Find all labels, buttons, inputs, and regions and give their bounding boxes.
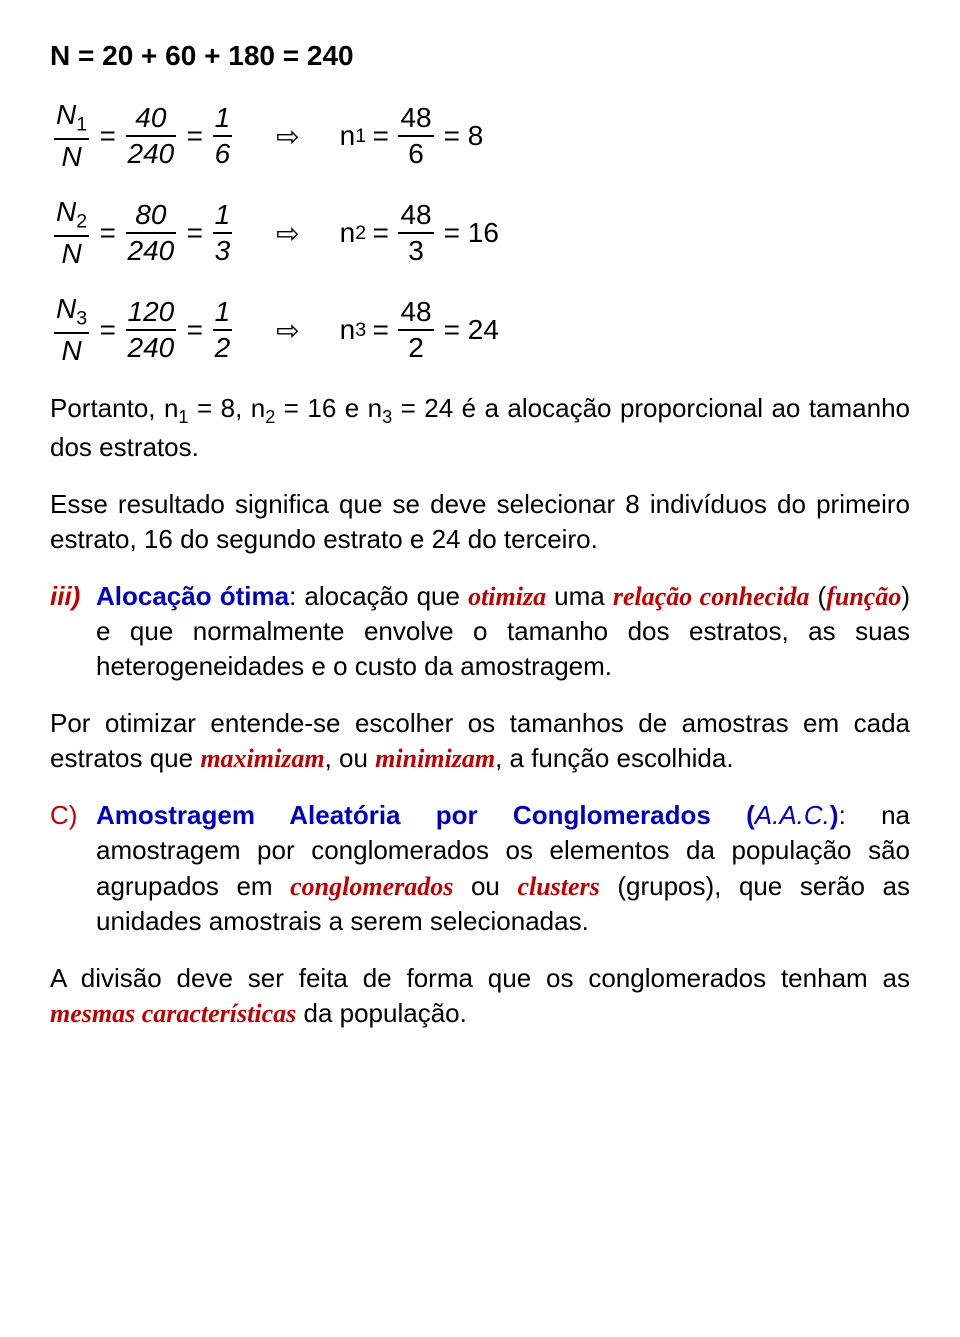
p1-sub1: 1 <box>178 407 188 427</box>
p5-t1: Amostragem Aleatória por Conglomerados ( <box>96 800 755 830</box>
p3-t2: : alocação que <box>289 581 468 611</box>
eq2-right: n2 = 48 3 = 16 <box>340 200 499 268</box>
p1-t4: = 24 é a alocação proporcional ao tamanh… <box>50 393 910 462</box>
p6-t2: mesmas características <box>50 999 296 1028</box>
p4-t2: maximizam <box>200 744 324 773</box>
eq1-mid-num: 40 <box>133 103 168 134</box>
eq3-r2-num: 48 <box>398 297 433 328</box>
p1-t2: = 8, n <box>189 393 266 423</box>
eq1-r2-num: 48 <box>398 103 433 134</box>
p1-sub3: 3 <box>382 407 392 427</box>
eq-equals: = <box>372 217 388 249</box>
eq2-lhs-sub: 2 <box>76 211 87 233</box>
eq-equals: = <box>186 314 202 346</box>
p3-t4: uma <box>546 581 613 611</box>
para-portanto: Portanto, n1 = 8, n2 = 16 e n3 = 24 é a … <box>50 391 910 465</box>
eq2-r2-sub: 2 <box>355 222 366 245</box>
eq1-lhs-sub: 1 <box>76 114 87 136</box>
p1-t3: = 16 e n <box>275 393 382 423</box>
p5-t2: A.A.C. <box>755 800 830 830</box>
eq-equals: = <box>186 120 202 152</box>
p5-t7: clusters <box>517 872 599 901</box>
p4-t5: , a função escolhida. <box>495 743 734 773</box>
eq3-lhs-sub: 3 <box>76 307 87 329</box>
eq3-lhs-den: N <box>59 336 83 367</box>
p6-t1: A divisão deve ser feita de forma que os… <box>50 963 910 993</box>
p1-sub2: 2 <box>265 407 275 427</box>
arrow-icon: ⇨ <box>276 217 299 250</box>
eq-equals: = <box>372 120 388 152</box>
para-c: C) Amostragem Aleatória por Conglomerado… <box>50 798 910 938</box>
eq2-lhs-den: N <box>59 239 83 270</box>
para-iii: iii) Alocação ótima: alocação que otimiz… <box>50 579 910 684</box>
eq2-r2-res: = 16 <box>444 217 499 249</box>
para-otimizar: Por otimizar entende-se escolher os tama… <box>50 706 910 776</box>
label-iii: iii) <box>50 579 96 684</box>
equation-row-1: N1 N = 40 240 = 1 6 ⇨ n1 = 48 6 = 8 <box>50 100 910 173</box>
p5-t3: ) <box>830 800 839 830</box>
para-resultado: Esse resultado significa que se deve sel… <box>50 487 910 557</box>
eq1-rhs-den: 6 <box>213 139 233 170</box>
eq2-r2-var: n <box>340 217 356 249</box>
p5-t6: ou <box>453 871 517 901</box>
eq-equals: = <box>186 217 202 249</box>
equation-row-3: N3 N = 120 240 = 1 2 ⇨ n3 = 48 2 = 24 <box>50 294 910 367</box>
eq3-right: n3 = 48 2 = 24 <box>340 297 499 365</box>
eq2-rhs-den: 3 <box>213 236 233 267</box>
p6-t3: da população. <box>296 998 467 1028</box>
p4-t3: , ou <box>325 743 376 773</box>
eq3-mid-den: 240 <box>126 333 177 364</box>
eq1-rhs-num: 1 <box>213 103 233 134</box>
eq2-mid-den: 240 <box>126 236 177 267</box>
arrow-icon: ⇨ <box>276 120 299 153</box>
equation-row-2: N2 N = 80 240 = 1 3 ⇨ n2 = 48 3 = 16 <box>50 197 910 270</box>
eq1-r2-res: = 8 <box>444 120 484 152</box>
eq-equals: = <box>99 120 115 152</box>
p3-t1: Alocação ótima <box>96 581 289 611</box>
eq1-right: n1 = 48 6 = 8 <box>340 103 484 171</box>
eq2-rhs-num: 1 <box>213 200 233 231</box>
eq3-r2-den: 2 <box>406 333 426 364</box>
label-c: C) <box>50 798 96 938</box>
eq-equals: = <box>99 217 115 249</box>
eq3-r2-res: = 24 <box>444 314 499 346</box>
eq1-r2-var: n <box>340 120 356 152</box>
p4-t4: minimizam <box>375 744 495 773</box>
p3-t7: função <box>826 582 901 611</box>
eq3-rhs-den: 2 <box>213 333 233 364</box>
p1-t1: Portanto, n <box>50 393 178 423</box>
eq3-rhs-num: 1 <box>213 297 233 328</box>
eq-equals: = <box>99 314 115 346</box>
eq-equals: = <box>372 314 388 346</box>
eq1-left: N1 N = 40 240 = 1 6 <box>50 100 236 173</box>
eq1-r2-den: 6 <box>406 139 426 170</box>
eq2-mid-num: 80 <box>133 200 168 231</box>
eq2-left: N2 N = 80 240 = 1 3 <box>50 197 236 270</box>
eq2-lhs-num: N <box>56 196 76 227</box>
arrow-icon: ⇨ <box>276 314 299 347</box>
eq1-mid-den: 240 <box>126 139 177 170</box>
eq1-lhs-den: N <box>59 142 83 173</box>
para-divisao: A divisão deve ser feita de forma que os… <box>50 961 910 1031</box>
eq3-left: N3 N = 120 240 = 1 2 <box>50 294 236 367</box>
p3-t3: otimiza <box>468 582 546 611</box>
page-heading: N = 20 + 60 + 180 = 240 <box>50 40 910 72</box>
p5-t5: conglomerados <box>290 872 453 901</box>
eq2-r2-num: 48 <box>398 200 433 231</box>
eq1-lhs-num: N <box>56 99 76 130</box>
eq2-r2-den: 3 <box>406 236 426 267</box>
p3-t5: relação conhecida <box>613 582 810 611</box>
p3-t6: ( <box>809 581 826 611</box>
eq3-mid-num: 120 <box>126 297 177 328</box>
eq3-lhs-num: N <box>56 293 76 324</box>
eq3-r2-sub: 3 <box>355 319 366 342</box>
eq1-r2-sub: 1 <box>355 125 366 148</box>
eq3-r2-var: n <box>340 314 356 346</box>
